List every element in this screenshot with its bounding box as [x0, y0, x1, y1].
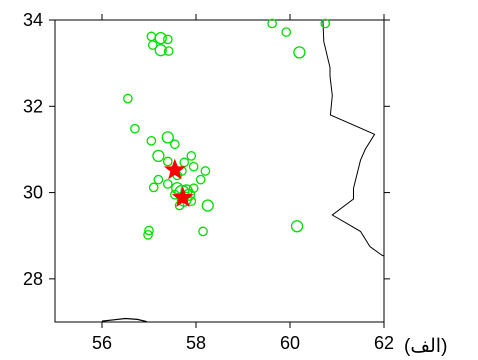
y-tick-label: 32: [23, 96, 43, 116]
panel-label: (الف): [404, 336, 447, 357]
event-point: [320, 18, 331, 29]
event-point: [130, 123, 140, 134]
border-lines: [101, 19, 385, 323]
plot-frame: [54, 19, 385, 323]
epicenter-stars: [163, 158, 194, 207]
event-point: [267, 18, 277, 29]
event-point: [195, 174, 206, 185]
event-point: [179, 157, 190, 168]
event-point: [162, 156, 173, 167]
border-line: [322, 19, 385, 257]
y-tick-label: 34: [23, 10, 43, 30]
event-point: [123, 93, 133, 104]
event-point: [146, 31, 157, 42]
event-point: [293, 46, 306, 59]
x-axis: 56 58 60 62: [92, 14, 394, 353]
event-point: [154, 31, 167, 45]
event-point: [148, 182, 159, 193]
event-point: [186, 151, 197, 161]
coastline: [101, 317, 147, 323]
y-axis: 28 30 32 34: [23, 10, 390, 289]
event-point: [281, 27, 292, 37]
event-point: [188, 161, 199, 172]
event-point: [162, 34, 173, 45]
event-point: [188, 183, 199, 194]
event-point: [146, 135, 157, 146]
event-point: [143, 230, 153, 240]
event-point: [152, 149, 165, 163]
x-tick-label: 60: [280, 333, 300, 353]
event-point: [290, 220, 304, 233]
y-tick-label: 30: [23, 183, 43, 203]
event-point: [170, 139, 180, 150]
x-tick-label: 56: [92, 333, 112, 353]
event-point: [198, 226, 208, 237]
event-point: [163, 46, 174, 56]
x-tick-label: 58: [186, 333, 206, 353]
event-point: [144, 225, 154, 236]
event-point: [201, 199, 214, 212]
x-tick-label: 62: [374, 333, 394, 353]
event-point: [154, 44, 167, 57]
y-tick-label: 28: [23, 269, 43, 289]
event-point: [161, 131, 174, 144]
event-point: [147, 40, 158, 50]
event-point: [162, 179, 173, 189]
epicenter-star: [171, 186, 194, 207]
event-point: [153, 174, 164, 185]
event-point: [200, 166, 211, 176]
epicenter-star: [163, 158, 186, 180]
event-markers: [123, 18, 331, 240]
